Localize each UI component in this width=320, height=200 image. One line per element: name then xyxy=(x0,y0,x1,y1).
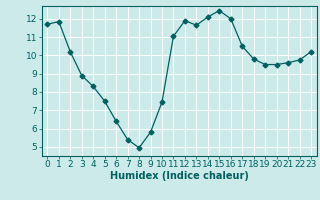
X-axis label: Humidex (Indice chaleur): Humidex (Indice chaleur) xyxy=(110,171,249,181)
